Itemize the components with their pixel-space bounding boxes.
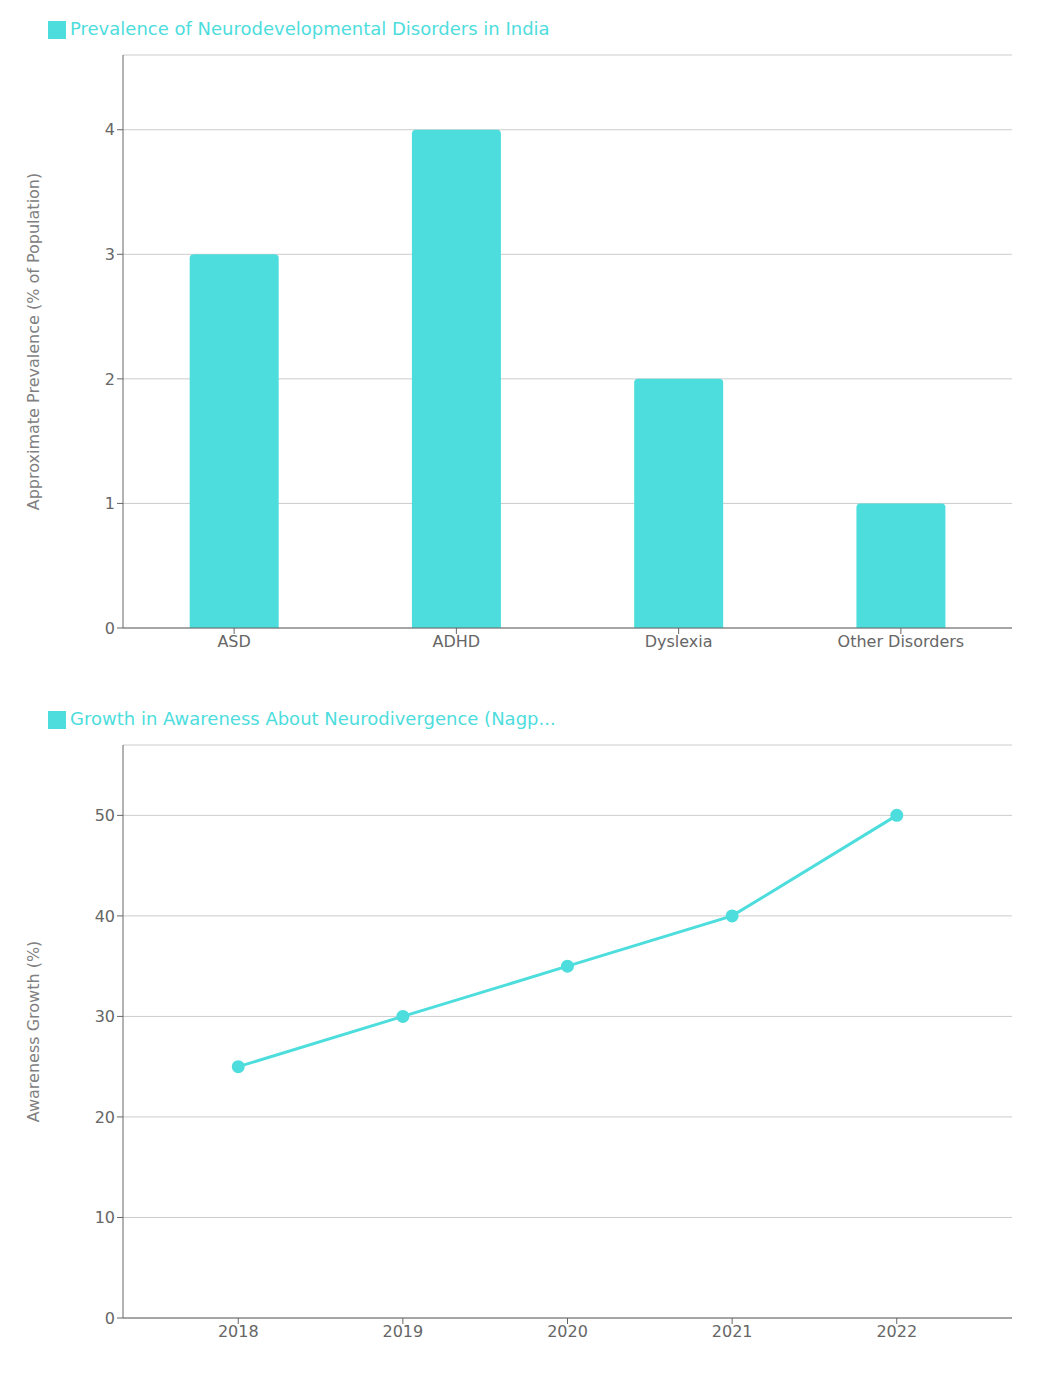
html-text:Growth in Awareness About Neur: Growth in Awareness About Neurodivergenc… [70, 708, 556, 729]
svg-text:2: 2 [105, 370, 115, 389]
svg-text:30: 30 [95, 1007, 115, 1026]
svg-text:4: 4 [105, 120, 115, 139]
svg-text:2019: 2019 [383, 1322, 424, 1341]
html-text:Prevalence of Neurodevelopment: Prevalence of Neurodevelopmental Disorde… [70, 18, 550, 39]
svg-text:0: 0 [105, 1309, 115, 1328]
svg-text:10: 10 [95, 1208, 115, 1227]
svg-text:20: 20 [95, 1108, 115, 1127]
svg-text:2018: 2018 [218, 1322, 259, 1341]
svg-text:2020: 2020 [547, 1322, 588, 1341]
svg-text:Dyslexia: Dyslexia [645, 632, 713, 651]
svg-text:2021: 2021 [712, 1322, 753, 1341]
svg-text:2022: 2022 [876, 1322, 917, 1341]
svg-text:50: 50 [95, 806, 115, 825]
svg-text:Awareness Growth (%): Awareness Growth (%) [24, 941, 43, 1123]
svg-text:1: 1 [105, 494, 115, 513]
svg-text:0: 0 [105, 619, 115, 638]
svg-text:Other Disorders: Other Disorders [838, 632, 965, 651]
svg-text:ASD: ASD [217, 632, 250, 651]
svg-text:3: 3 [105, 245, 115, 264]
svg-text:Approximate Prevalence (% of P: Approximate Prevalence (% of Population) [24, 173, 43, 511]
svg-text:40: 40 [95, 907, 115, 926]
svg-text:ADHD: ADHD [433, 632, 481, 651]
